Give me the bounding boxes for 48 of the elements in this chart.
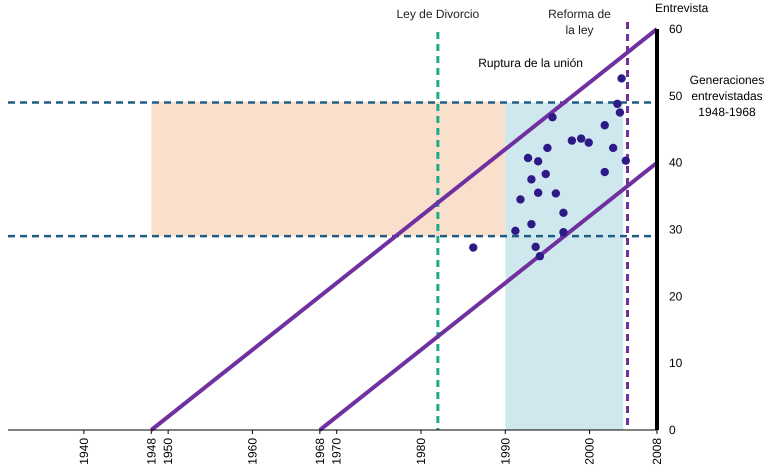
x-tick-label: 1970 [330, 438, 344, 465]
y-tick-label: 20 [669, 289, 683, 304]
point [568, 136, 576, 145]
point [617, 74, 626, 83]
y-tick-label: 10 [669, 356, 683, 370]
text: Entrevista [655, 1, 709, 15]
point [469, 243, 478, 252]
point [613, 100, 622, 108]
point [608, 144, 618, 152]
x-tick-label: 2008 [650, 438, 664, 465]
y-tick-label: 30 [669, 222, 683, 236]
point [559, 208, 568, 217]
point [534, 157, 542, 166]
point [531, 242, 540, 252]
y-tick-label: 0 [669, 423, 676, 437]
x-tick-label: 1948 [144, 438, 158, 465]
point [576, 134, 586, 143]
point [548, 113, 557, 122]
annotation: Ruptura de la unión [478, 56, 583, 70]
point [542, 170, 550, 178]
x-tick-label: 1960 [245, 438, 260, 465]
y-tick-label: 40 [669, 156, 683, 170]
x-tick-label: 1950 [161, 438, 176, 465]
point [600, 168, 609, 176]
point [552, 189, 560, 198]
point [600, 121, 609, 130]
point [584, 138, 593, 147]
point [511, 226, 520, 236]
x-tick-label: 1940 [76, 438, 91, 465]
point [527, 220, 536, 228]
point [622, 156, 630, 165]
point [536, 252, 544, 260]
ref-line-label: Ley de Divorcio [396, 7, 480, 21]
x-tick-label: 1990 [498, 438, 512, 465]
point [616, 108, 624, 117]
point [516, 195, 525, 204]
point [559, 228, 568, 236]
x-tick-label: 2000 [582, 438, 597, 465]
x-tick-label: 1980 [414, 438, 428, 465]
point [543, 144, 552, 152]
point [524, 154, 532, 162]
point [527, 175, 536, 184]
y-tick-label: 50 [669, 88, 683, 103]
y-axis-title: Generaciones entrevistadas 1948-1968 [690, 73, 764, 119]
x-tick-label: 1968 [312, 438, 327, 465]
y-tick-label: 60 [669, 22, 683, 36]
ref-line-label: Reforma de la ley [548, 7, 612, 37]
point [534, 188, 542, 197]
